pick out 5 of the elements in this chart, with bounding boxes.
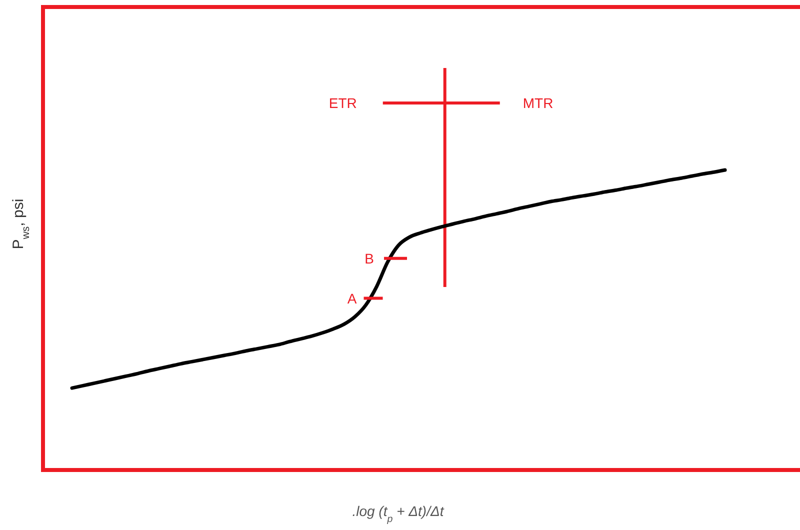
annotation: A	[347, 290, 358, 306]
text: ETR	[328, 95, 357, 111]
text: MTR	[522, 95, 554, 111]
x-axis-title: .log (t$_{p}$ + Δt)/Δt	[352, 503, 445, 524]
annotation: B	[364, 250, 374, 266]
